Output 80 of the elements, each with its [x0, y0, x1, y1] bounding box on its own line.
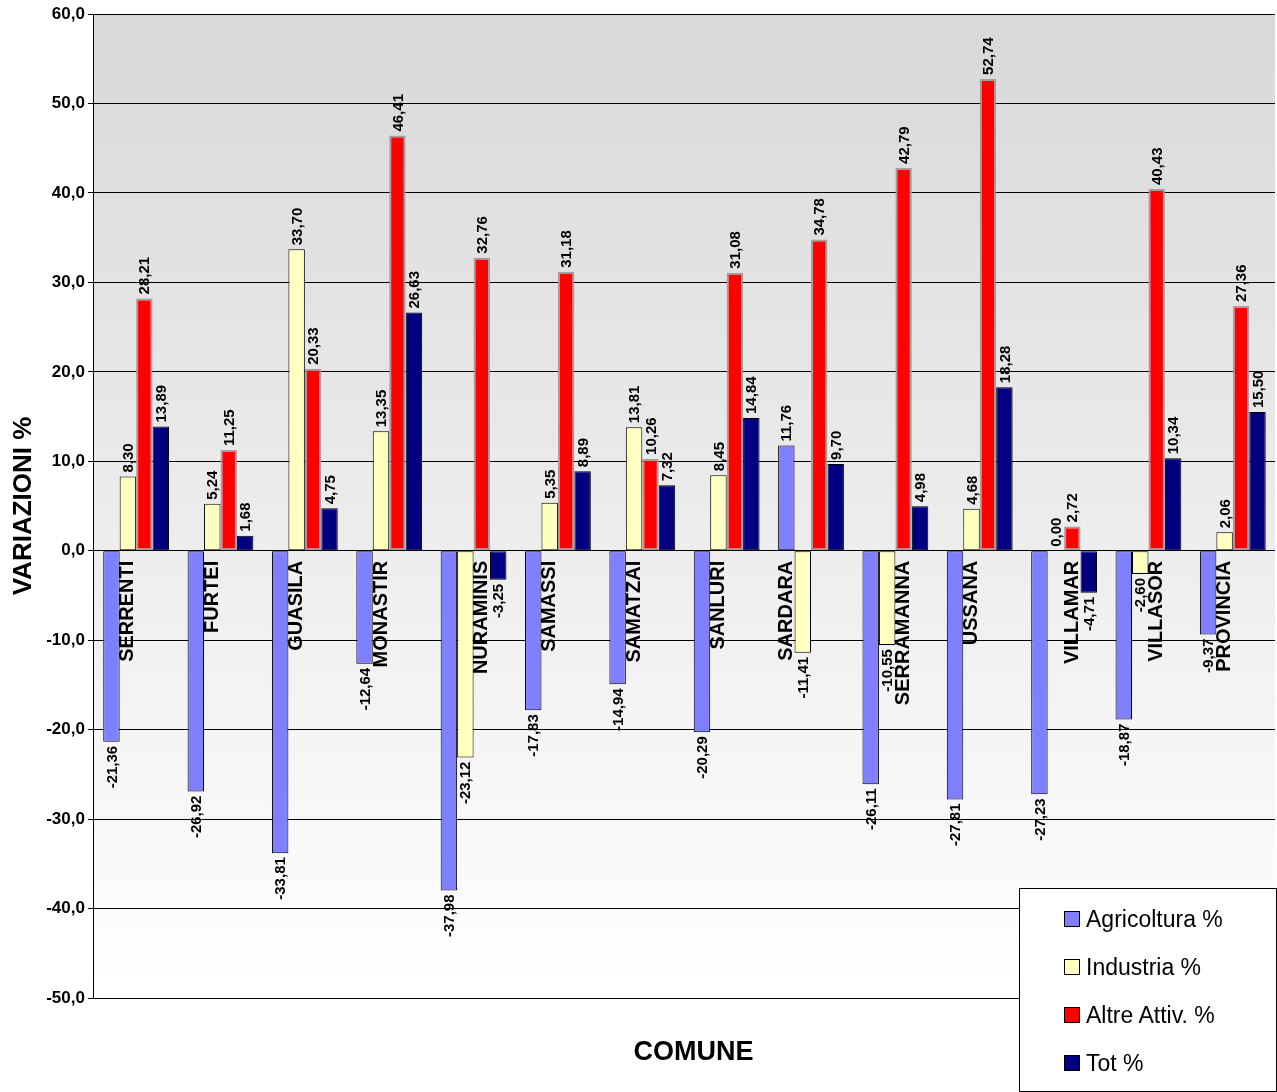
data-label: 4,68 [962, 475, 980, 505]
data-label: 27,36 [1232, 264, 1250, 302]
y-tick-label: -20,0 [46, 719, 85, 739]
data-label: 8,30 [119, 443, 137, 473]
data-label: 20,33 [304, 327, 322, 365]
data-label: 5,35 [540, 469, 558, 499]
legend-label: Industria % [1086, 953, 1202, 981]
y-tick-label: 50,0 [51, 93, 85, 113]
data-label: -4,71 [1079, 596, 1097, 632]
data-label: -3,25 [489, 583, 507, 618]
x-tick-label: GUASILA [284, 560, 307, 651]
data-label: 7,32 [658, 452, 676, 482]
data-label: 10,26 [641, 417, 659, 455]
data-label: -21,36 [102, 745, 120, 789]
data-label: 42,79 [894, 126, 912, 164]
data-label: 9,70 [826, 430, 844, 460]
data-label: 14,84 [742, 375, 760, 414]
y-tick-label: -40,0 [46, 898, 85, 918]
data-label: 31,08 [726, 231, 744, 269]
y-tick-label: 10,0 [51, 450, 85, 470]
data-label: 8,45 [709, 441, 727, 472]
data-label: 13,81 [625, 385, 643, 424]
x-tick-label: FURTEI [199, 560, 222, 633]
data-label: 52,74 [979, 36, 997, 75]
x-tick-label: NURAMINIS [469, 560, 492, 675]
data-label: 33,70 [287, 207, 305, 246]
data-label: 15,50 [1248, 370, 1266, 409]
y-tick-label: 60,0 [51, 3, 85, 23]
data-label: 13,35 [372, 389, 390, 428]
data-label: 4,75 [320, 475, 338, 505]
x-axis-title: COMUNE [633, 1036, 754, 1066]
data-label: 34,78 [810, 198, 828, 236]
data-label: 11,25 [219, 409, 237, 447]
data-label: -12,64 [355, 667, 373, 711]
data-label: 4,98 [911, 472, 929, 503]
data-label: -26,92 [186, 795, 204, 839]
data-label: 28,21 [135, 256, 153, 295]
data-label: -33,81 [271, 857, 289, 900]
y-axis-title: VARIAZIONI % [6, 416, 37, 596]
data-label: 0,00 [1047, 517, 1065, 547]
data-label: 18,28 [995, 345, 1013, 384]
data-label: -14,94 [608, 687, 626, 731]
legend-label: Tot % [1086, 1049, 1144, 1077]
y-tick-label: -10,0 [46, 629, 85, 649]
data-label: 2,72 [1063, 493, 1081, 523]
data-label: 40,43 [1147, 147, 1165, 186]
y-tick-label: -50,0 [46, 987, 85, 1007]
data-label: 2,06 [1215, 499, 1233, 529]
x-tick-label: SANLURI [705, 560, 728, 650]
data-label: -27,23 [1030, 798, 1048, 841]
data-label: 5,24 [203, 470, 221, 500]
data-label: 1,68 [236, 502, 254, 532]
data-label: -18,87 [1114, 723, 1132, 767]
data-label: 10,34 [1164, 416, 1182, 455]
legend-label: Altre Attiv. % [1086, 1001, 1215, 1029]
data-label: 32,76 [472, 216, 490, 254]
x-tick-label: SAMASSI [537, 560, 560, 652]
y-tick-label: 30,0 [51, 272, 85, 292]
y-tick-label: -30,0 [46, 808, 85, 828]
x-tick-label: SAMATZAI [621, 560, 644, 663]
y-tick-label: 0,0 [61, 540, 85, 560]
x-tick-label: SARDARA [773, 560, 796, 661]
data-label: -11,41 [793, 656, 811, 699]
data-label: -17,83 [524, 714, 542, 757]
data-label: 26,63 [405, 270, 423, 309]
y-tick-label: 20,0 [51, 361, 85, 381]
data-label: 46,41 [388, 94, 406, 132]
data-label: -27,81 [946, 803, 964, 847]
x-tick-label: MONASTIR [368, 560, 391, 668]
y-tick-label: 40,0 [51, 182, 85, 202]
x-tick-label: VILLAMAR [1059, 560, 1082, 665]
data-label: -20,29 [693, 736, 711, 779]
x-tick-label: SERRENTI [115, 560, 138, 662]
data-label: -23,12 [456, 761, 474, 805]
x-tick-label: USSANA [959, 560, 982, 646]
data-label: 13,89 [151, 384, 169, 423]
data-label: 11,76 [777, 404, 795, 442]
data-label: 31,18 [557, 230, 575, 268]
data-label: -37,98 [440, 894, 458, 938]
legend-label: Agricoltura % [1086, 905, 1223, 933]
